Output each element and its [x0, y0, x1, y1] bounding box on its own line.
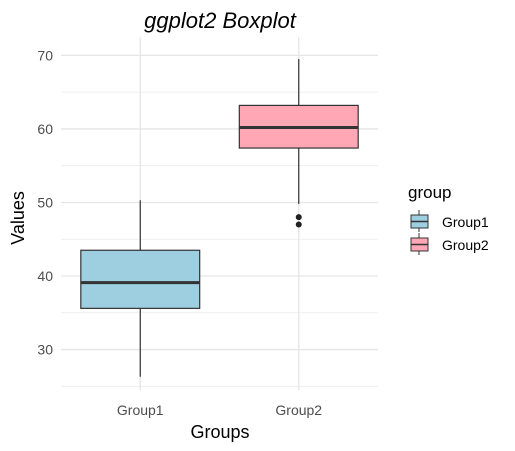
y-tick-label: 50 [37, 194, 53, 210]
box-group2 [238, 59, 359, 228]
legend-label: Group1 [442, 214, 489, 230]
legend-item-group2: Group2 [410, 233, 489, 255]
x-axis-title: Groups [190, 422, 249, 442]
x-axis-ticks: Group1 Group2 [117, 402, 322, 418]
box-iqr [80, 249, 201, 309]
boxes [80, 59, 359, 377]
x-tick-label: Group1 [117, 402, 164, 418]
chart-title: ggplot2 Boxplot [144, 8, 297, 33]
y-axis-ticks: 30 40 50 60 70 [37, 47, 53, 357]
outlier-point [295, 221, 302, 228]
y-axis-title: Values [8, 191, 28, 245]
legend-item-group1: Group1 [410, 210, 489, 232]
outlier-point [295, 214, 302, 221]
x-tick-label: Group2 [275, 402, 322, 418]
grid-lines [61, 37, 378, 390]
y-tick-label: 60 [37, 121, 53, 137]
y-tick-label: 30 [37, 342, 53, 358]
y-tick-label: 70 [37, 47, 53, 63]
y-tick-label: 40 [37, 268, 53, 284]
box-group1 [80, 200, 201, 377]
legend-title: group [408, 183, 451, 202]
legend-label: Group2 [442, 237, 489, 253]
legend: group Group1 Group2 [408, 183, 489, 255]
